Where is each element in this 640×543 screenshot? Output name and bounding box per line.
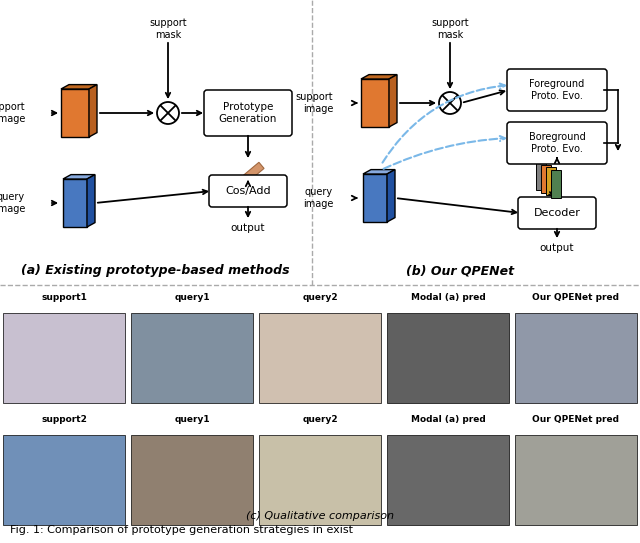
Text: query
image: query image (0, 192, 25, 214)
Polygon shape (89, 85, 97, 137)
Text: Our QPENet pred: Our QPENet pred (532, 293, 620, 302)
Polygon shape (363, 169, 395, 174)
Polygon shape (551, 169, 561, 198)
Polygon shape (61, 89, 89, 137)
Polygon shape (389, 74, 397, 127)
Circle shape (439, 92, 461, 114)
Text: output: output (231, 223, 265, 233)
Text: output: output (540, 243, 574, 253)
Polygon shape (541, 165, 551, 193)
FancyBboxPatch shape (507, 69, 607, 111)
Text: Prototype
Generation: Prototype Generation (219, 102, 277, 124)
Text: (b) Our QPENet: (b) Our QPENet (406, 264, 514, 277)
Bar (259, 435, 381, 525)
Bar (515, 435, 637, 525)
Polygon shape (361, 74, 397, 79)
Text: support
mask: support mask (149, 18, 187, 40)
Polygon shape (63, 175, 95, 179)
FancyBboxPatch shape (204, 90, 292, 136)
FancyBboxPatch shape (507, 122, 607, 164)
Text: support2: support2 (41, 415, 87, 424)
Polygon shape (87, 175, 95, 227)
Text: query2: query2 (302, 293, 338, 302)
Bar (387, 313, 509, 403)
Text: Our QPENet pred: Our QPENet pred (532, 415, 620, 424)
Polygon shape (63, 179, 87, 227)
Text: support
image: support image (0, 102, 25, 124)
Text: Cos/Add: Cos/Add (225, 186, 271, 196)
Bar (3, 313, 125, 403)
Text: query1: query1 (174, 293, 210, 302)
Bar (259, 313, 381, 403)
Bar (131, 313, 253, 403)
Text: Boreground
Proto. Evo.: Boreground Proto. Evo. (529, 132, 586, 154)
Polygon shape (387, 169, 395, 222)
Circle shape (157, 102, 179, 124)
Bar (387, 435, 509, 525)
Text: Modal (a) pred: Modal (a) pred (411, 293, 485, 302)
Text: Modal (a) pred: Modal (a) pred (411, 415, 485, 424)
Polygon shape (236, 162, 264, 188)
Text: (a) Existing prototype-based methods: (a) Existing prototype-based methods (20, 264, 289, 277)
Polygon shape (361, 79, 389, 127)
Text: (c) Qualitative comparison: (c) Qualitative comparison (246, 511, 394, 521)
Text: query
image: query image (303, 187, 333, 209)
Text: Foreground
Proto. Evo.: Foreground Proto. Evo. (529, 79, 584, 101)
Polygon shape (536, 162, 546, 190)
FancyBboxPatch shape (209, 175, 287, 207)
Bar (3, 435, 125, 525)
Text: query1: query1 (174, 415, 210, 424)
Polygon shape (363, 174, 387, 222)
Text: support
image: support image (296, 92, 333, 114)
Text: support
mask: support mask (431, 18, 469, 40)
FancyBboxPatch shape (518, 197, 596, 229)
Text: Fig. 1: Comparison of prototype generation strategies in exist: Fig. 1: Comparison of prototype generati… (10, 525, 353, 535)
Bar (515, 313, 637, 403)
Text: Decoder: Decoder (534, 208, 580, 218)
Bar (131, 435, 253, 525)
Text: support1: support1 (41, 293, 87, 302)
Text: query2: query2 (302, 415, 338, 424)
Polygon shape (546, 167, 556, 195)
Polygon shape (61, 85, 97, 89)
